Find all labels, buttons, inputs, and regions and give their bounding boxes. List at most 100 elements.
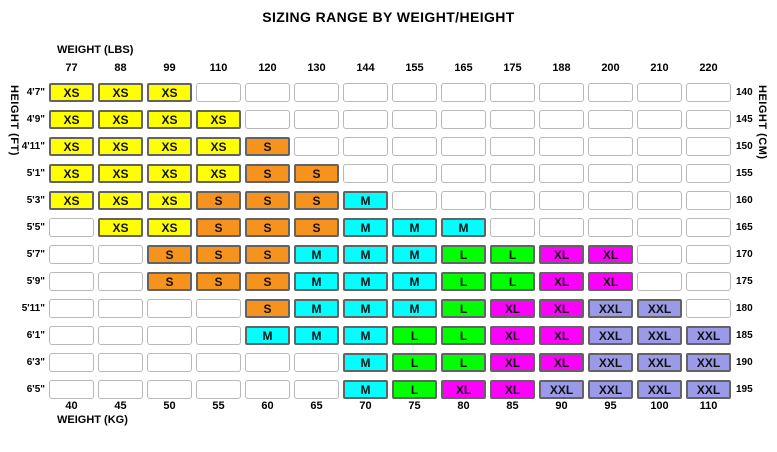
size-cell-s: S	[245, 164, 290, 183]
weight-lbs-tick: 120	[258, 62, 277, 74]
size-cell-s: S	[245, 272, 290, 291]
weight-kg-tick: 40	[65, 400, 78, 412]
height-cm-tick: 165	[736, 222, 753, 233]
empty-cell	[588, 110, 633, 129]
size-cell-s: S	[196, 218, 241, 237]
empty-cell	[490, 191, 535, 210]
size-cell-m: M	[294, 299, 339, 318]
height-cm-tick: 140	[736, 87, 753, 98]
empty-cell	[686, 218, 731, 237]
empty-cell	[245, 380, 290, 399]
empty-cell	[392, 191, 437, 210]
size-cell-xxl: XXL	[588, 299, 633, 318]
size-cell-m: M	[294, 326, 339, 345]
weight-lbs-tick: 130	[307, 62, 326, 74]
empty-cell	[98, 245, 143, 264]
size-cell-m: M	[343, 191, 388, 210]
empty-cell	[686, 299, 731, 318]
empty-cell	[686, 245, 731, 264]
empty-cell	[539, 191, 584, 210]
empty-cell	[490, 164, 535, 183]
empty-cell	[196, 299, 241, 318]
empty-cell	[637, 272, 682, 291]
weight-lbs-tick: 165	[454, 62, 473, 74]
size-cell-m: M	[343, 353, 388, 372]
height-cm-tick: 190	[736, 357, 753, 368]
size-cell-xs: XS	[147, 191, 192, 210]
empty-cell	[147, 326, 192, 345]
size-cell-xs: XS	[147, 164, 192, 183]
weight-lbs-tick: 144	[356, 62, 375, 74]
size-cell-xxl: XXL	[588, 326, 633, 345]
empty-cell	[539, 164, 584, 183]
size-cell-xs: XS	[98, 137, 143, 156]
height-cm-tick: 185	[736, 330, 753, 341]
empty-cell	[490, 218, 535, 237]
empty-cell	[49, 380, 94, 399]
empty-cell	[441, 137, 486, 156]
size-cell-xxl: XXL	[637, 299, 682, 318]
size-cell-xs: XS	[98, 191, 143, 210]
empty-cell	[637, 218, 682, 237]
height-ft-tick: 5'3"	[26, 195, 45, 206]
size-cell-l: L	[392, 326, 437, 345]
empty-cell	[343, 137, 388, 156]
size-cell-m: M	[245, 326, 290, 345]
size-cell-s: S	[294, 164, 339, 183]
empty-cell	[637, 137, 682, 156]
empty-cell	[245, 110, 290, 129]
empty-cell	[196, 83, 241, 102]
size-cell-m: M	[343, 272, 388, 291]
empty-cell	[49, 326, 94, 345]
empty-cell	[294, 353, 339, 372]
size-cell-xs: XS	[147, 218, 192, 237]
height-ft-tick: 5'11"	[21, 303, 45, 314]
size-cell-l: L	[490, 245, 535, 264]
height-ft-axis-label: HEIGHT (FT)	[8, 85, 20, 156]
size-cell-xl: XL	[539, 245, 584, 264]
size-cell-xs: XS	[147, 83, 192, 102]
size-cell-xs: XS	[98, 83, 143, 102]
size-cell-xxl: XXL	[588, 353, 633, 372]
empty-cell	[196, 380, 241, 399]
size-cell-xs: XS	[49, 137, 94, 156]
size-cell-l: L	[441, 299, 486, 318]
size-cell-xxl: XXL	[686, 380, 731, 399]
chart-title: SIZING RANGE BY WEIGHT/HEIGHT	[262, 9, 515, 25]
empty-cell	[441, 110, 486, 129]
empty-cell	[98, 272, 143, 291]
height-ft-ticks: 4'7" 4'9" 4'11" 5'1" 5'3" 5'5" 5'7" 5'9" 5'11" 6'…	[0, 83, 46, 399]
weight-kg-tick: 110	[699, 400, 718, 412]
size-cell-xs: XS	[196, 110, 241, 129]
height-cm-ticks: 140 145 150 155 160 165 170 175 180 185 190 195	[736, 83, 776, 399]
size-cell-s: S	[245, 245, 290, 264]
size-cell-xxl: XXL	[637, 353, 682, 372]
empty-cell	[147, 353, 192, 372]
size-cell-m: M	[392, 245, 437, 264]
size-cell-xxl: XXL	[637, 326, 682, 345]
size-cell-m: M	[392, 218, 437, 237]
height-cm-tick: 150	[736, 141, 753, 152]
empty-cell	[392, 137, 437, 156]
empty-cell	[441, 83, 486, 102]
empty-cell	[637, 110, 682, 129]
empty-cell	[98, 326, 143, 345]
size-cell-xxl: XXL	[539, 380, 584, 399]
size-cell-s: S	[245, 191, 290, 210]
empty-cell	[294, 83, 339, 102]
size-cell-xl: XL	[539, 299, 584, 318]
size-cell-m: M	[343, 326, 388, 345]
empty-cell	[539, 218, 584, 237]
empty-cell	[637, 245, 682, 264]
empty-cell	[49, 299, 94, 318]
size-cell-xl: XL	[490, 299, 535, 318]
size-cell-s: S	[294, 191, 339, 210]
weight-lbs-ticks: 77 88 99 110 120 130 144 155 165 175 188 200 210 220	[49, 62, 731, 74]
height-ft-tick: 6'5"	[26, 384, 45, 395]
empty-cell	[343, 164, 388, 183]
size-cell-xl: XL	[441, 380, 486, 399]
weight-lbs-tick: 175	[503, 62, 522, 74]
weight-lbs-tick: 220	[699, 62, 718, 74]
weight-lbs-tick: 155	[405, 62, 424, 74]
empty-cell	[686, 83, 731, 102]
